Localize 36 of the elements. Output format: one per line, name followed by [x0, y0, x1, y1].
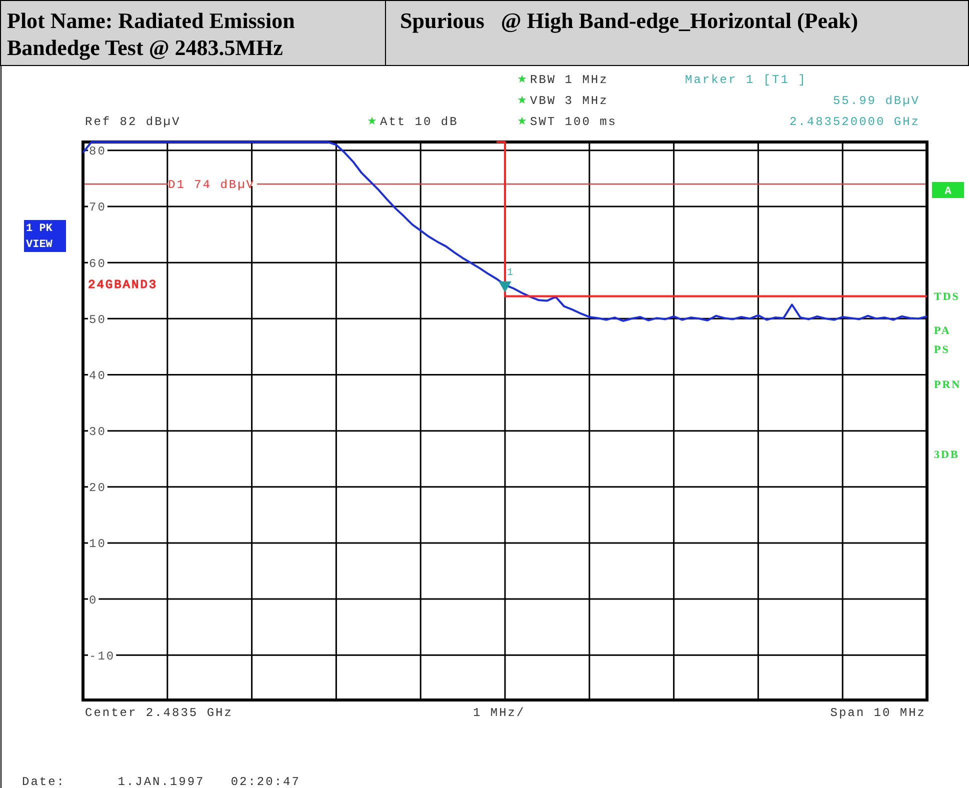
text: Ref 82 dBµV: [85, 115, 181, 129]
y-tick-label: 40: [89, 368, 106, 383]
chart-title: Plot Name: Radiated Emission Bandedge Test @ 2483.5MHz: [7, 7, 296, 61]
y-tick-label: 30: [89, 425, 106, 440]
text: 3DB: [934, 449, 960, 461]
text: RBW 1 MHz: [530, 73, 608, 87]
text: 55.99 dBµV: [832, 94, 920, 108]
text: PRN: [934, 379, 962, 391]
text: PA: [934, 325, 951, 337]
y-tick-label: 80: [89, 144, 106, 159]
text: A: [944, 186, 952, 198]
text: 24GBAND3: [88, 278, 158, 292]
text: Span 10 MHz: [830, 706, 926, 720]
text: Date: 1.JAN.1997 02:20:47: [22, 775, 300, 788]
text: 2.483520000 GHz: [789, 115, 920, 129]
y-tick-label: 10: [89, 537, 106, 552]
text: SWT 100 ms: [530, 115, 618, 129]
y-tick-label: -10: [89, 649, 116, 664]
text: VBW 3 MHz: [530, 94, 608, 108]
text: Att 10 dB: [380, 115, 458, 129]
text: 1 PK: [26, 223, 53, 235]
line-series: [82, 141, 928, 322]
y-tick-label: 0: [89, 593, 98, 608]
text: Marker 1 [T1 ]: [685, 73, 807, 87]
annotation: 1: [507, 268, 515, 280]
y-tick-label: 50: [89, 312, 106, 327]
text: VIEW: [26, 239, 53, 251]
text: TDS: [934, 291, 960, 303]
ref-line-label: D1 74 dBµV: [168, 178, 256, 192]
text: Center 2.4835 GHz: [85, 706, 233, 720]
y-tick-label: 70: [89, 200, 106, 215]
y-tick-label: 60: [89, 256, 106, 271]
text: PS: [934, 344, 950, 356]
text: 1 MHz/: [473, 706, 526, 720]
y-tick-label: 20: [89, 481, 106, 496]
chart-subtitle: Spurious @ High Band-edge_Horizontal (Peak): [399, 7, 860, 34]
